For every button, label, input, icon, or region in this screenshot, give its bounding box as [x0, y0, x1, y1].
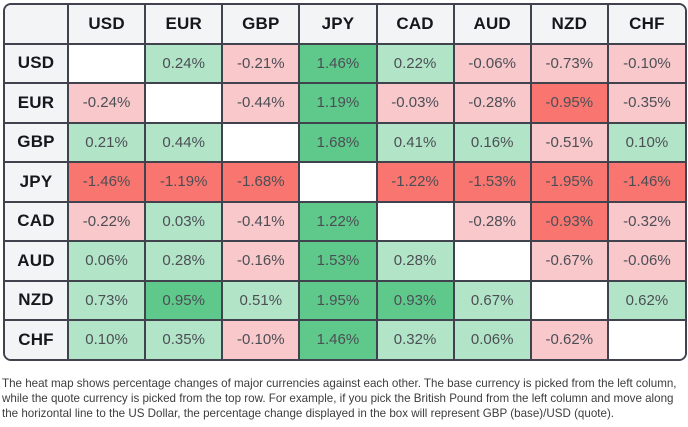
heatmap-cell-chf-eur: 0.35% [145, 320, 224, 359]
heatmap-cell-aud-aud [453, 241, 532, 282]
heatmap-cell-cad-eur: 0.03% [145, 201, 224, 242]
heatmap-cell-usd-usd [68, 43, 147, 84]
heatmap-body: USD 0.24% -0.21% 1.46% 0.22% -0.06% -0.73% -0.1… [5, 43, 685, 359]
heatmap-cell-jpy-nzd: -1.95% [530, 162, 609, 203]
heatmap-cell-usd-chf: -0.10% [607, 43, 685, 84]
heatmap-cell-nzd-cad: 0.93% [376, 280, 455, 321]
heatmap-cell-nzd-jpy: 1.95% [299, 280, 378, 321]
row-header-eur: EUR [5, 83, 69, 124]
column-header-aud: AUD [453, 5, 532, 45]
heatmap-cell-aud-chf: -0.06% [607, 241, 685, 282]
heatmap-row-jpy: JPY -1.46% -1.19% -1.68% -1.22% -1.53% -1.95% -… [5, 162, 685, 203]
heatmap-cell-jpy-eur: -1.19% [145, 162, 224, 203]
row-header-gbp: GBP [5, 122, 69, 163]
column-header-usd: USD [68, 5, 147, 45]
heatmap-cell-aud-jpy: 1.53% [299, 241, 378, 282]
heatmap-cell-jpy-cad: -1.22% [376, 162, 455, 203]
heatmap-cell-eur-chf: -0.35% [607, 83, 685, 124]
heatmap-cell-nzd-eur: 0.95% [145, 280, 224, 321]
heatmap-cell-usd-jpy: 1.46% [299, 43, 378, 84]
heatmap-cell-aud-usd: 0.06% [68, 241, 147, 282]
heatmap-cell-cad-jpy: 1.22% [299, 201, 378, 242]
header-row: USD EUR GBP JPY CAD AUD NZD CHF [5, 5, 685, 45]
heatmap-cell-nzd-nzd [530, 280, 609, 321]
heatmap-header-row: USD EUR GBP JPY CAD AUD NZD CHF [5, 5, 685, 45]
heatmap-cell-chf-cad: 0.32% [376, 320, 455, 359]
heatmap-cell-eur-nzd: -0.95% [530, 83, 609, 124]
heatmap-cell-gbp-gbp [222, 122, 301, 163]
row-header-aud: AUD [5, 241, 69, 282]
row-header-chf: CHF [5, 320, 69, 359]
heatmap-row-usd: USD 0.24% -0.21% 1.46% 0.22% -0.06% -0.73% -0.1… [5, 43, 685, 84]
heatmap-row-gbp: GBP 0.21% 0.44% 1.68% 0.41% 0.16% -0.51% 0.10% [5, 122, 685, 163]
heatmap-cell-chf-usd: 0.10% [68, 320, 147, 359]
heatmap-cell-nzd-aud: 0.67% [453, 280, 532, 321]
heatmap-cell-eur-usd: -0.24% [68, 83, 147, 124]
heatmap-cell-gbp-jpy: 1.68% [299, 122, 378, 163]
corner-cell [5, 5, 69, 45]
heatmap-cell-aud-gbp: -0.16% [222, 241, 301, 282]
heatmap-cell-jpy-usd: -1.46% [68, 162, 147, 203]
heatmap-cell-usd-nzd: -0.73% [530, 43, 609, 84]
heatmap-row-chf: CHF 0.10% 0.35% -0.10% 1.46% 0.32% 0.06% -0.62% [5, 320, 685, 359]
heatmap-cell-usd-cad: 0.22% [376, 43, 455, 84]
column-header-eur: EUR [145, 5, 224, 45]
heatmap-cell-cad-chf: -0.32% [607, 201, 685, 242]
heatmap-cell-chf-aud: 0.06% [453, 320, 532, 359]
column-header-nzd: NZD [530, 5, 609, 45]
heatmap-row-aud: AUD 0.06% 0.28% -0.16% 1.53% 0.28% -0.67% -0.06… [5, 241, 685, 282]
column-header-cad: CAD [376, 5, 455, 45]
heatmap-cell-usd-aud: -0.06% [453, 43, 532, 84]
heatmap-cell-eur-cad: -0.03% [376, 83, 455, 124]
heatmap-cell-aud-eur: 0.28% [145, 241, 224, 282]
heatmap-cell-jpy-chf: -1.46% [607, 162, 685, 203]
heatmap-row-cad: CAD -0.22% 0.03% -0.41% 1.22% -0.28% -0.93% -0.… [5, 201, 685, 242]
heatmap-cell-nzd-usd: 0.73% [68, 280, 147, 321]
currency-heatmap-table-container: USD EUR GBP JPY CAD AUD NZD CHF USD 0.24% -0.21% 1… [3, 3, 687, 361]
heatmap-cell-gbp-nzd: -0.51% [530, 122, 609, 163]
heatmap-cell-nzd-gbp: 0.51% [222, 280, 301, 321]
heatmap-cell-eur-gbp: -0.44% [222, 83, 301, 124]
heatmap-cell-eur-eur [145, 83, 224, 124]
heatmap-cell-gbp-chf: 0.10% [607, 122, 685, 163]
heatmap-description-text: The heat map shows percentage changes of… [2, 377, 677, 420]
heatmap-cell-usd-eur: 0.24% [145, 43, 224, 84]
heatmap-cell-aud-cad: 0.28% [376, 241, 455, 282]
heatmap-cell-gbp-aud: 0.16% [453, 122, 532, 163]
heatmap-cell-cad-nzd: -0.93% [530, 201, 609, 242]
heatmap-cell-usd-gbp: -0.21% [222, 43, 301, 84]
heatmap-cell-nzd-chf: 0.62% [607, 280, 685, 321]
heatmap-cell-chf-gbp: -0.10% [222, 320, 301, 359]
heatmap-cell-cad-gbp: -0.41% [222, 201, 301, 242]
row-header-jpy: JPY [5, 162, 69, 203]
heatmap-cell-chf-jpy: 1.46% [299, 320, 378, 359]
heatmap-cell-cad-aud: -0.28% [453, 201, 532, 242]
heatmap-cell-jpy-gbp: -1.68% [222, 162, 301, 203]
heatmap-cell-cad-usd: -0.22% [68, 201, 147, 242]
row-header-usd: USD [5, 43, 69, 84]
heatmap-cell-gbp-usd: 0.21% [68, 122, 147, 163]
heatmap-cell-gbp-cad: 0.41% [376, 122, 455, 163]
heatmap-cell-chf-chf [607, 320, 685, 359]
heatmap-cell-eur-jpy: 1.19% [299, 83, 378, 124]
heatmap-cell-jpy-jpy [299, 162, 378, 203]
column-header-jpy: JPY [299, 5, 378, 45]
heatmap-cell-aud-nzd: -0.67% [530, 241, 609, 282]
heatmap-row-eur: EUR -0.24% -0.44% 1.19% -0.03% -0.28% -0.95% -0… [5, 83, 685, 124]
heatmap-cell-chf-nzd: -0.62% [530, 320, 609, 359]
heatmap-cell-cad-cad [376, 201, 455, 242]
row-header-cad: CAD [5, 201, 69, 242]
column-header-gbp: GBP [222, 5, 301, 45]
heatmap-cell-jpy-aud: -1.53% [453, 162, 532, 203]
heatmap-row-nzd: NZD 0.73% 0.95% 0.51% 1.95% 0.93% 0.67% 0.62% [5, 280, 685, 321]
currency-heatmap-table: USD EUR GBP JPY CAD AUD NZD CHF USD 0.24% -0.21% 1… [5, 5, 685, 359]
heatmap-cell-gbp-eur: 0.44% [145, 122, 224, 163]
row-header-nzd: NZD [5, 280, 69, 321]
column-header-chf: CHF [607, 5, 685, 45]
heatmap-cell-eur-aud: -0.28% [453, 83, 532, 124]
